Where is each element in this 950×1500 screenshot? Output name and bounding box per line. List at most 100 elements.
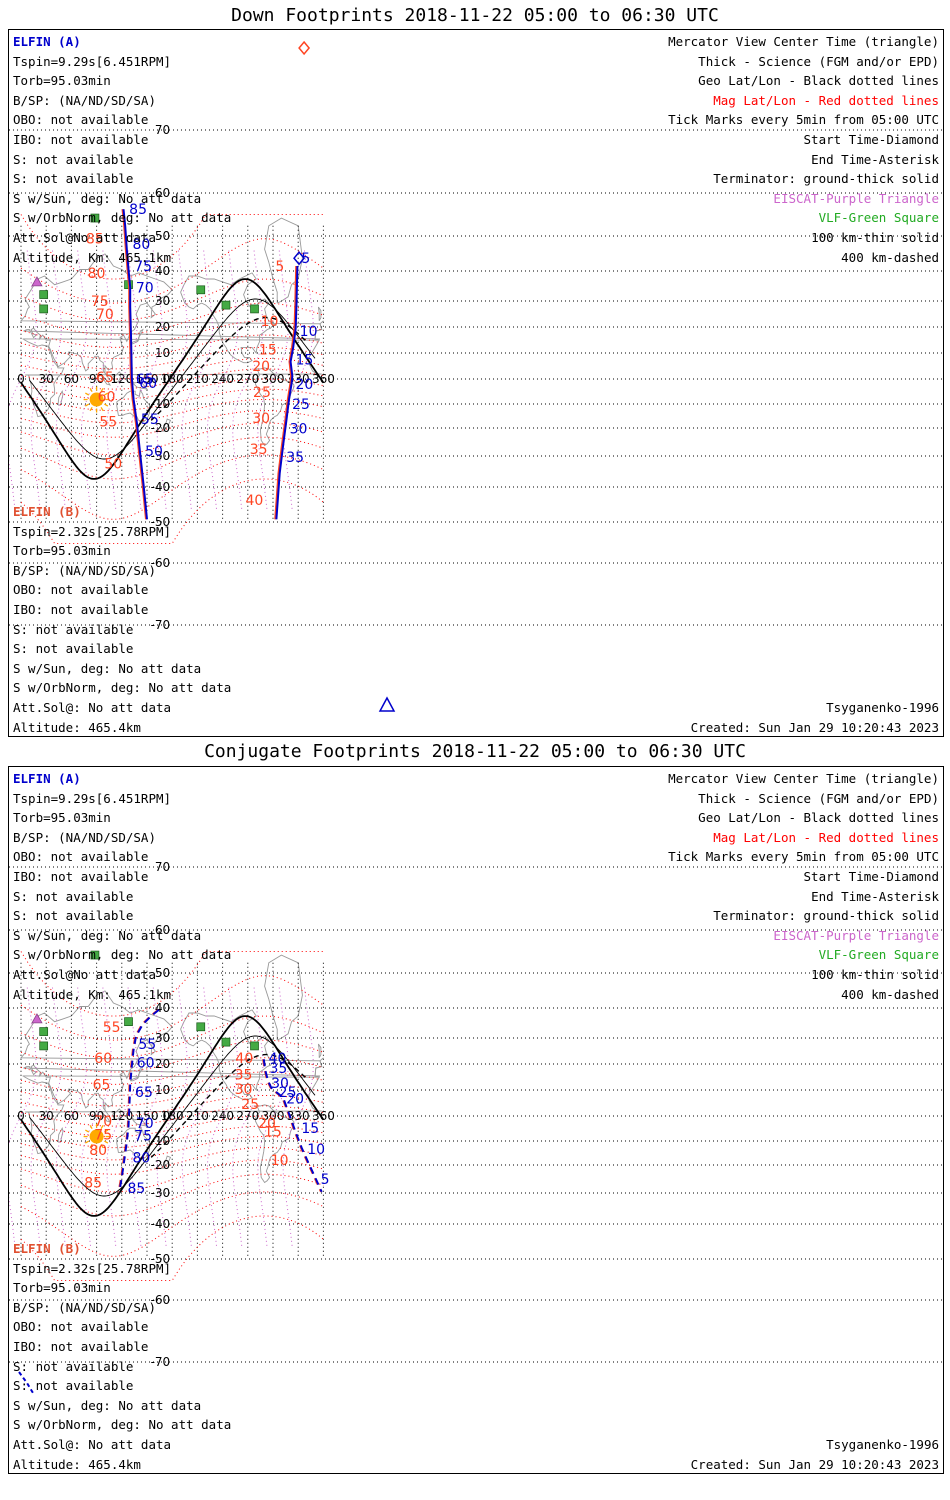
elfin-b-time-label: 10	[271, 1153, 289, 1169]
lon-tick-label: 60	[64, 372, 79, 386]
elfin-a-info-line: Altitude, Km: 465.1km	[13, 986, 172, 1002]
mag-lat-line	[20, 1039, 324, 1073]
mag-lat-line	[20, 320, 324, 348]
legend-entry: Thick - Science (FGM and/or EPD)	[698, 53, 939, 69]
coastline	[130, 379, 149, 390]
legend-entry: 400 km-dashed	[841, 249, 939, 265]
elfin-b-time-label: 30	[235, 1082, 253, 1098]
lat-tick-label: 60	[155, 186, 170, 200]
elfin-a-time-label: 15	[301, 1121, 319, 1137]
elfin-a-time-label: 35	[269, 1061, 287, 1077]
elfin-a-time-label: 5	[321, 1172, 330, 1188]
lon-tick-label: 90	[89, 1109, 104, 1123]
mag-lon-line	[181, 249, 214, 509]
elfin-b-time-label: 20	[258, 1116, 276, 1132]
elfin-b-info-line: B/SP: (NA/ND/SD/SA)	[13, 1299, 156, 1315]
elfin-b-time-label: 75	[91, 294, 109, 310]
lat-tick-label: 60	[155, 923, 170, 937]
lat-tick-label: 70	[155, 860, 170, 874]
lon-tick-label: 150	[136, 372, 159, 386]
elfin-b-info-line: Torb=95.03min	[13, 1280, 111, 1296]
elfin-a-time-label: 85	[127, 1181, 145, 1197]
mag-lon-line	[181, 986, 214, 1246]
mag-lat-line	[20, 1173, 324, 1217]
terminator-ground	[20, 1015, 325, 1217]
terminator-ground	[20, 278, 325, 480]
vlf-station-square	[196, 285, 206, 295]
elfin-b-time-label: 70	[94, 1114, 112, 1130]
elfin-a-info-line: S: not available	[13, 171, 134, 187]
down-footprints-map-panel: 0 30 60 90 120 150 180 210 240 270 300 330 360 70 60 50…	[8, 29, 944, 737]
elfin-b-time-label: 10	[261, 314, 279, 330]
model-name: Tsyganenko-1996	[826, 700, 939, 715]
coastline	[317, 1043, 322, 1059]
coastline	[160, 418, 172, 432]
sun-ray	[100, 1143, 104, 1149]
elfin-b-info-line: OBO: not available	[13, 1319, 149, 1335]
sun-ray	[104, 392, 109, 396]
elfin-b-info-line: Torb=95.03min	[13, 543, 111, 559]
elfin-a-info-line: S w/Sun, deg: No att data	[13, 190, 202, 206]
elfin-b-time-label: 70	[96, 307, 114, 323]
elfin-a-time-label: 70	[136, 280, 154, 296]
elfin-b-info-line: S w/Sun, deg: No att data	[13, 660, 202, 676]
elfin-a-time-label: 15	[295, 353, 313, 369]
mag-lon-line	[156, 986, 188, 1246]
mag-lat-line	[20, 410, 324, 438]
lat-tick-label: -20	[151, 1158, 171, 1172]
mag-lat-line	[20, 454, 324, 520]
legend-entry: 100 km-thin solid	[811, 229, 939, 245]
elfin-a-time-label: 40	[269, 1051, 287, 1067]
lat-tick-label: 10	[155, 1083, 170, 1097]
mag-lat-line	[20, 478, 324, 544]
sun-ray	[100, 406, 104, 412]
coastline	[314, 320, 324, 341]
vlf-station-square	[39, 304, 49, 314]
lon-tick-label: 210	[186, 1109, 209, 1123]
elfin-a-info: ELFIN (A) Tspin=9.29s[6.451RPM] Torb=95.…	[13, 32, 231, 267]
elfin-a-track	[122, 209, 148, 520]
lat-tick-label: 40	[155, 264, 170, 278]
map-legend: Mercator View Center Time (triangle) Thi…	[668, 769, 939, 1004]
coastline	[100, 1110, 112, 1123]
elfin-b-info-line: S: not available	[13, 1358, 134, 1374]
coastline	[264, 954, 303, 1041]
legend-entry: Geo Lat/Lon - Black dotted lines	[698, 73, 939, 89]
elfin-b-time-label: 85	[84, 1175, 102, 1191]
coastline	[317, 306, 322, 322]
sun-ray	[89, 406, 93, 412]
elfin-b-time-label: 65	[96, 370, 114, 386]
elfin-a-label: ELFIN (A)	[13, 34, 81, 49]
elfin-b-time-label: 30	[252, 411, 270, 427]
sun-ray	[89, 387, 93, 393]
lon-tick-label: 60	[64, 1109, 79, 1123]
sun-ray	[104, 403, 109, 407]
coastline	[116, 1125, 150, 1160]
elfin-b-time-label: 35	[235, 1068, 253, 1084]
legend-entry: 100 km-thin solid	[811, 966, 939, 982]
lat-tick-label: -70	[151, 618, 171, 632]
elfin-b-info: ELFIN (B) Tspin=2.32s[25.78RPM] Torb=95.…	[13, 502, 231, 736]
elfin-a-info-line: Tspin=9.29s[6.451RPM]	[13, 790, 172, 806]
elfin-b-time-label: 40	[245, 493, 263, 509]
legend-entry: End Time-Asterisk	[811, 151, 939, 167]
terminator-400km	[150, 316, 307, 421]
elfin-b-time-label: 40	[235, 1051, 253, 1067]
panel-title-down: Down Footprints 2018-11-22 05:00 to 06:3…	[231, 5, 719, 26]
elfin-a-time-label: 35	[286, 450, 304, 466]
legend-entry: Mag Lat/Lon - Red dotted lines	[713, 829, 939, 845]
elfin-a-info-line: Tspin=9.29s[6.451RPM]	[13, 53, 172, 69]
elfin-a-time-label: 10	[300, 324, 318, 340]
elfin-a-time-label: 30	[290, 421, 308, 437]
sun-icon	[89, 1129, 104, 1144]
coastline	[130, 1116, 149, 1127]
lat-tick-label: 70	[155, 123, 170, 137]
coastline	[180, 272, 277, 364]
vlf-station-square	[90, 213, 100, 223]
legend-entry: VLF-Green Square	[818, 210, 939, 226]
created-timestamp: Created: Sun Jan 29 10:20:43 2023	[690, 719, 939, 735]
mag-lat-line	[20, 1215, 324, 1281]
elfin-a-track	[18, 1371, 34, 1394]
lon-tick-label: 240	[211, 372, 234, 386]
elfin-a-time-label: 60	[137, 1055, 155, 1071]
